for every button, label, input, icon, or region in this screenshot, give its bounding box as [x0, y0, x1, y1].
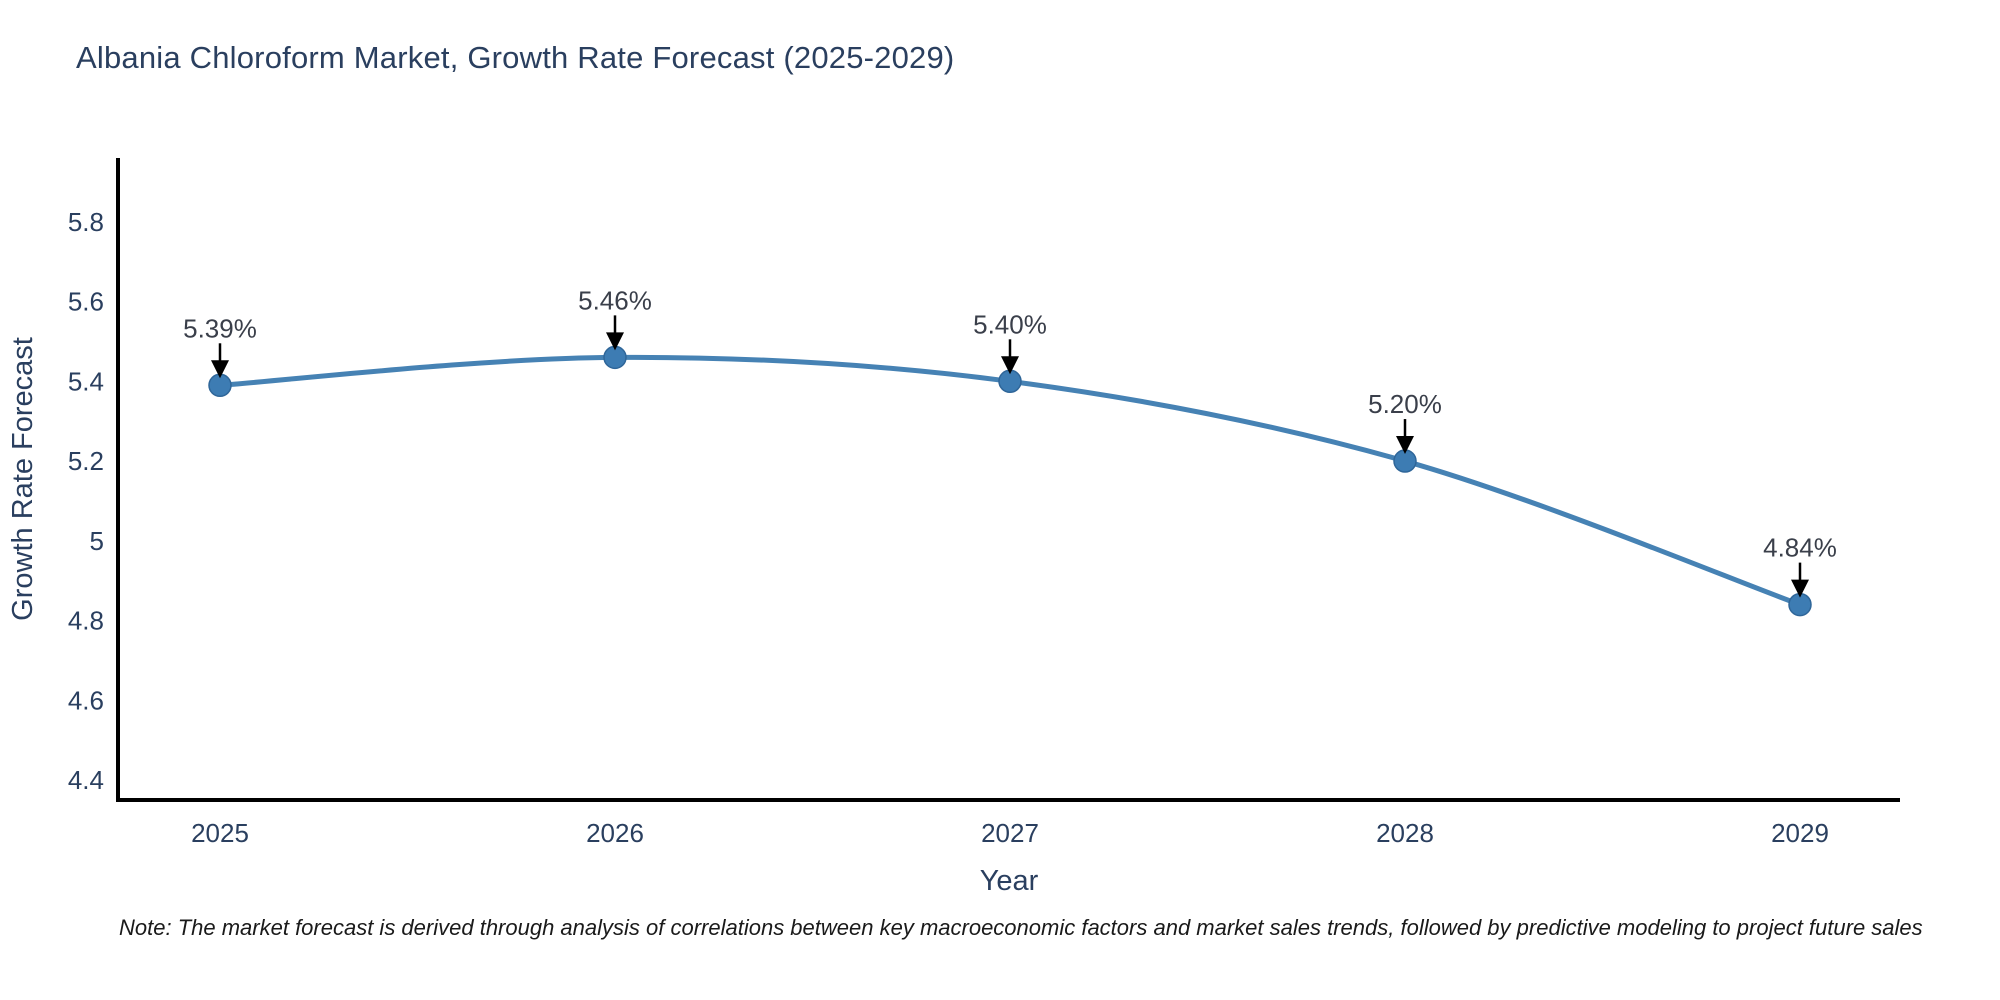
forecast-line [217, 354, 1803, 608]
data-point-label: 4.84% [1763, 533, 1837, 563]
y-axis-tick-label: 5.4 [68, 366, 104, 396]
y-axis-tick-label: 5.8 [68, 207, 104, 237]
y-axis-tick-label: 4.4 [68, 765, 104, 795]
chart-footnote: Note: The market forecast is derived thr… [119, 915, 1923, 940]
y-axis-tick-label: 4.6 [68, 685, 104, 715]
data-point-label: 5.46% [578, 285, 652, 315]
annotation-arrowhead [1396, 436, 1414, 455]
x-axis-title: Year [980, 865, 1039, 897]
y-axis-tick-label: 5.6 [68, 287, 104, 317]
annotation-arrowhead [1001, 356, 1019, 375]
x-axis-tick-label: 2027 [981, 818, 1039, 848]
y-axis-tick-label: 5 [90, 526, 104, 556]
annotation-arrowhead [606, 332, 624, 351]
x-axis-tick-label: 2029 [1771, 818, 1829, 848]
x-axis-tick-label: 2025 [191, 818, 249, 848]
chart-title: Albania Chloroform Market, Growth Rate F… [76, 40, 955, 75]
x-axis-tick-label: 2028 [1376, 818, 1434, 848]
y-axis-tick-label: 5.2 [68, 446, 104, 476]
annotation-arrowhead [1791, 579, 1809, 598]
x-axis-tick-label: 2026 [586, 818, 644, 848]
y-axis-title: Growth Rate Forecast [7, 337, 39, 621]
y-axis-tick-label: 4.8 [68, 606, 104, 636]
data-point-label: 5.39% [183, 313, 257, 343]
data-point-label: 5.40% [973, 309, 1047, 339]
data-point-label: 5.20% [1368, 389, 1442, 419]
annotation-arrowhead [211, 360, 229, 379]
